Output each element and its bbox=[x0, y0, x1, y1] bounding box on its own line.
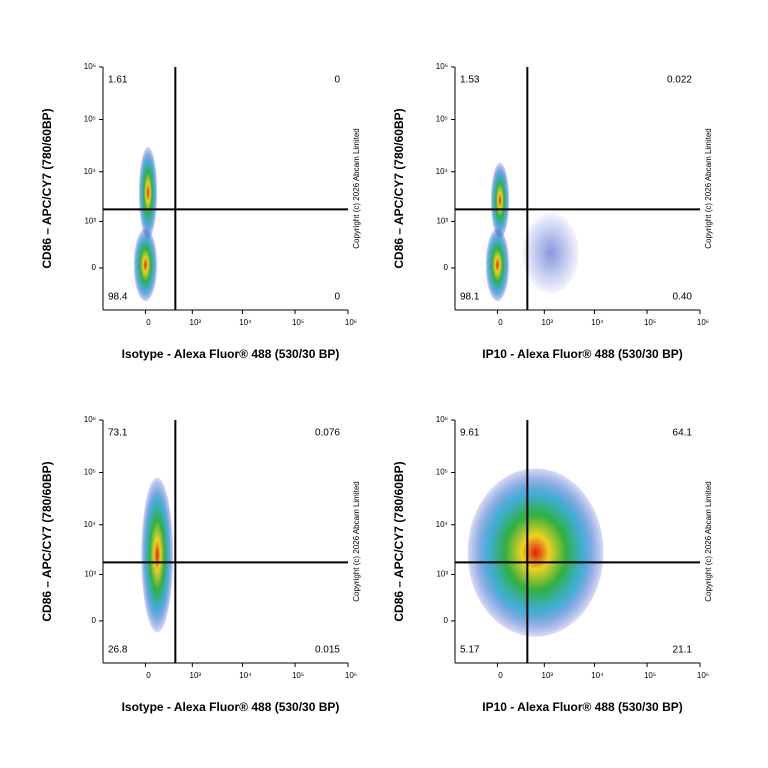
x-tick-label: 10³ bbox=[542, 318, 554, 327]
y-axis-label: CD86 – APC/CY7 (780/60BP) bbox=[392, 461, 406, 621]
x-tick-label: 10⁶ bbox=[697, 671, 709, 680]
x-tick-label: 10³ bbox=[190, 671, 202, 680]
y-tick-label: 10⁴ bbox=[436, 167, 449, 176]
x-tick-label: 0 bbox=[146, 671, 151, 680]
x-tick-label: 10⁵ bbox=[644, 318, 656, 327]
quadrant-percent: 73.1 bbox=[108, 428, 128, 439]
y-tick-label: 10³ bbox=[84, 570, 96, 579]
y-tick-label: 10⁶ bbox=[84, 62, 96, 71]
x-tick-label: 10³ bbox=[542, 671, 554, 680]
cell-population bbox=[141, 477, 174, 633]
y-tick-label: 10⁵ bbox=[84, 115, 96, 124]
quadrant-percent: 26.8 bbox=[108, 645, 128, 656]
y-tick-label: 10⁶ bbox=[436, 415, 448, 424]
cell-population bbox=[138, 146, 158, 239]
quadrant-percent: 98.4 bbox=[108, 292, 128, 303]
x-tick-label: 10⁶ bbox=[345, 671, 357, 680]
y-tick-label: 10⁵ bbox=[436, 468, 448, 477]
y-axis-label: CD86 – APC/CY7 (780/60BP) bbox=[40, 108, 54, 268]
y-tick-label: 10⁶ bbox=[84, 415, 96, 424]
cell-population bbox=[467, 468, 604, 637]
x-tick-label: 10⁵ bbox=[292, 671, 304, 680]
copyright: Copyright (c) 2026 Abcam Limited bbox=[704, 128, 713, 249]
x-axis-label: IP10 - Alexa Fluor® 488 (530/30 BP) bbox=[482, 347, 682, 361]
x-tick-label: 10⁵ bbox=[644, 671, 656, 680]
y-tick-label: 10⁵ bbox=[436, 115, 448, 124]
quadrant-percent: 0.015 bbox=[315, 645, 340, 656]
y-tick-label: 10³ bbox=[436, 570, 448, 579]
x-tick-label: 10³ bbox=[190, 318, 202, 327]
quadrant-percent: 9.61 bbox=[460, 428, 480, 439]
y-tick-label: 10⁴ bbox=[436, 520, 449, 529]
quadrant-percent: 0.076 bbox=[315, 428, 340, 439]
x-tick-label: 10⁶ bbox=[345, 318, 357, 327]
x-tick-label: 0 bbox=[498, 318, 503, 327]
quadrant-percent: 0.40 bbox=[673, 292, 693, 303]
quadrant-percent: 64.1 bbox=[673, 428, 693, 439]
copyright: Copyright (c) 2026 Abcam Limited bbox=[352, 128, 361, 249]
y-tick-label: 10⁴ bbox=[84, 520, 97, 529]
x-tick-label: 10⁵ bbox=[292, 318, 304, 327]
y-tick-label: 10³ bbox=[436, 217, 448, 226]
x-axis-label: IP10 - Alexa Fluor® 488 (530/30 BP) bbox=[482, 700, 682, 714]
cell-population bbox=[133, 228, 158, 302]
y-tick-label: 10³ bbox=[84, 217, 96, 226]
cell-population bbox=[522, 213, 579, 293]
y-tick-label: 10⁵ bbox=[84, 468, 96, 477]
y-tick-label: 0 bbox=[92, 616, 97, 625]
x-axis-label: Isotype - Alexa Fluor® 488 (530/30 BP) bbox=[122, 347, 340, 361]
y-axis-label: CD86 – APC/CY7 (780/60BP) bbox=[392, 108, 406, 268]
x-tick-label: 10⁶ bbox=[697, 318, 709, 327]
x-tick-label: 10⁴ bbox=[591, 318, 604, 327]
y-tick-label: 10⁴ bbox=[84, 167, 97, 176]
quadrant-percent: 1.53 bbox=[460, 75, 480, 86]
x-tick-label: 0 bbox=[146, 318, 151, 327]
quadrant-percent: 5.17 bbox=[460, 645, 480, 656]
y-tick-label: 0 bbox=[444, 263, 449, 272]
copyright: Copyright (c) 2026 Abcam Limited bbox=[352, 481, 361, 602]
x-tick-label: 10⁴ bbox=[239, 671, 252, 680]
quadrant-percent: 98.1 bbox=[460, 292, 480, 303]
y-tick-label: 10⁶ bbox=[436, 62, 448, 71]
cell-population bbox=[490, 162, 510, 239]
x-tick-label: 10⁴ bbox=[591, 671, 604, 680]
y-axis-label: CD86 – APC/CY7 (780/60BP) bbox=[40, 461, 54, 621]
quadrant-percent: 0 bbox=[334, 75, 340, 86]
quadrant-percent: 0 bbox=[334, 292, 340, 303]
cell-population bbox=[485, 228, 510, 302]
y-tick-label: 0 bbox=[444, 616, 449, 625]
quadrant-percent: 1.61 bbox=[108, 75, 128, 86]
quadrant-percent: 0.022 bbox=[667, 75, 692, 86]
quadrant-percent: 21.1 bbox=[673, 645, 693, 656]
x-axis-label: Isotype - Alexa Fluor® 488 (530/30 BP) bbox=[122, 700, 340, 714]
y-tick-label: 0 bbox=[92, 263, 97, 272]
x-tick-label: 10⁴ bbox=[239, 318, 252, 327]
copyright: Copyright (c) 2026 Abcam Limited bbox=[704, 481, 713, 602]
x-tick-label: 0 bbox=[498, 671, 503, 680]
